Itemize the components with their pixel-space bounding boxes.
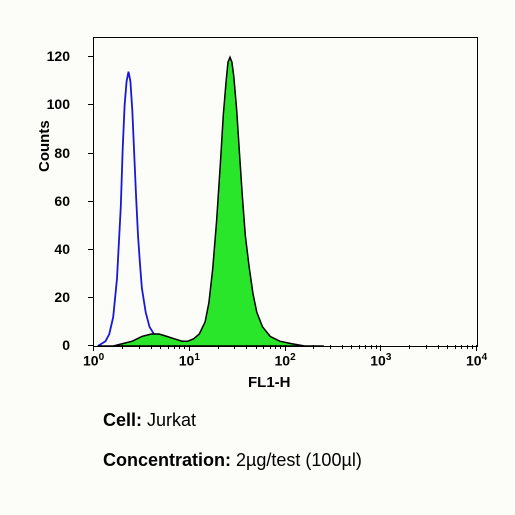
- y-tick-label: 60: [40, 193, 70, 209]
- caption-cell: Cell: Jurkat: [103, 410, 196, 431]
- y-tick-label: 40: [40, 241, 70, 257]
- caption-cell-label: Cell:: [103, 410, 142, 430]
- plot-area: [93, 37, 478, 347]
- histogram-svg: [94, 38, 477, 346]
- caption-concentration: Concentration: 2µg/test (100µl): [103, 450, 362, 471]
- caption-conc-value: 2µg/test (100µl): [236, 450, 362, 470]
- x-tick-label: 104: [466, 352, 487, 369]
- caption-conc-label: Concentration:: [103, 450, 231, 470]
- x-axis-label: FL1-H: [248, 374, 291, 391]
- x-tick-label: 101: [179, 352, 200, 369]
- y-tick-label: 120: [40, 48, 70, 64]
- y-tick-label: 20: [40, 289, 70, 305]
- series-control: [98, 72, 182, 346]
- x-tick-label: 103: [370, 352, 391, 369]
- caption-cell-value: Jurkat: [147, 410, 196, 430]
- x-tick-label: 100: [83, 352, 104, 369]
- y-tick-label: 0: [40, 337, 70, 353]
- x-tick-label: 102: [275, 352, 296, 369]
- figure-frame: Counts 020406080100120 100101102103104 F…: [18, 12, 496, 499]
- y-tick-label: 80: [40, 145, 70, 161]
- y-tick-label: 100: [40, 96, 70, 112]
